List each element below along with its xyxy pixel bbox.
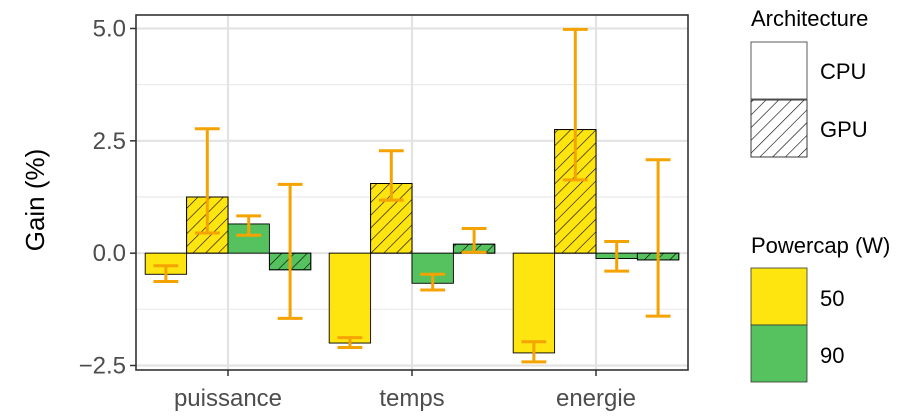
x-tick-label: temps	[379, 385, 444, 412]
error-bar	[153, 264, 179, 283]
y-tick-label: 2.5	[93, 128, 126, 155]
legend-key-90	[750, 324, 808, 383]
legend-architecture: Architecture CPU GPU	[750, 6, 868, 158]
y-axis-title: Gain (%)	[20, 149, 50, 252]
legend-powercap-title: Powercap (W)	[751, 233, 890, 258]
legend-label-50: 50	[820, 286, 844, 311]
x-axis: puissance temps energie	[174, 370, 636, 412]
y-tick-label: 0.0	[93, 240, 126, 267]
error-bar	[236, 214, 262, 237]
legend-key-50	[750, 267, 808, 326]
error-bar	[378, 149, 404, 202]
y-tick-label: −2.5	[79, 353, 126, 380]
legend-key-cpu	[750, 41, 808, 100]
legend-label-cpu: CPU	[820, 59, 866, 84]
error-bar	[194, 127, 220, 235]
error-bar	[420, 272, 446, 292]
legend-key-gpu	[750, 99, 808, 158]
error-bar	[645, 158, 671, 318]
error-bar	[521, 340, 547, 364]
error-bar	[461, 226, 487, 254]
error-bars	[153, 27, 671, 364]
legend-architecture-title: Architecture	[751, 6, 868, 31]
legend-powercap: Powercap (W) 50 90	[750, 233, 890, 383]
y-tick-label: 5.0	[93, 15, 126, 42]
error-bar	[277, 182, 303, 320]
y-axis: −2.5 0.0 2.5 5.0	[79, 15, 136, 380]
bar	[512, 252, 556, 354]
error-bar	[562, 27, 588, 182]
error-bar	[337, 336, 363, 350]
x-tick-label: energie	[556, 385, 636, 412]
bar	[328, 252, 372, 344]
bar-hatch	[370, 183, 413, 254]
x-tick-label: puissance	[174, 385, 282, 412]
legend-label-gpu: GPU	[820, 117, 868, 142]
legend-label-90: 90	[820, 343, 844, 368]
error-bar	[604, 239, 630, 273]
